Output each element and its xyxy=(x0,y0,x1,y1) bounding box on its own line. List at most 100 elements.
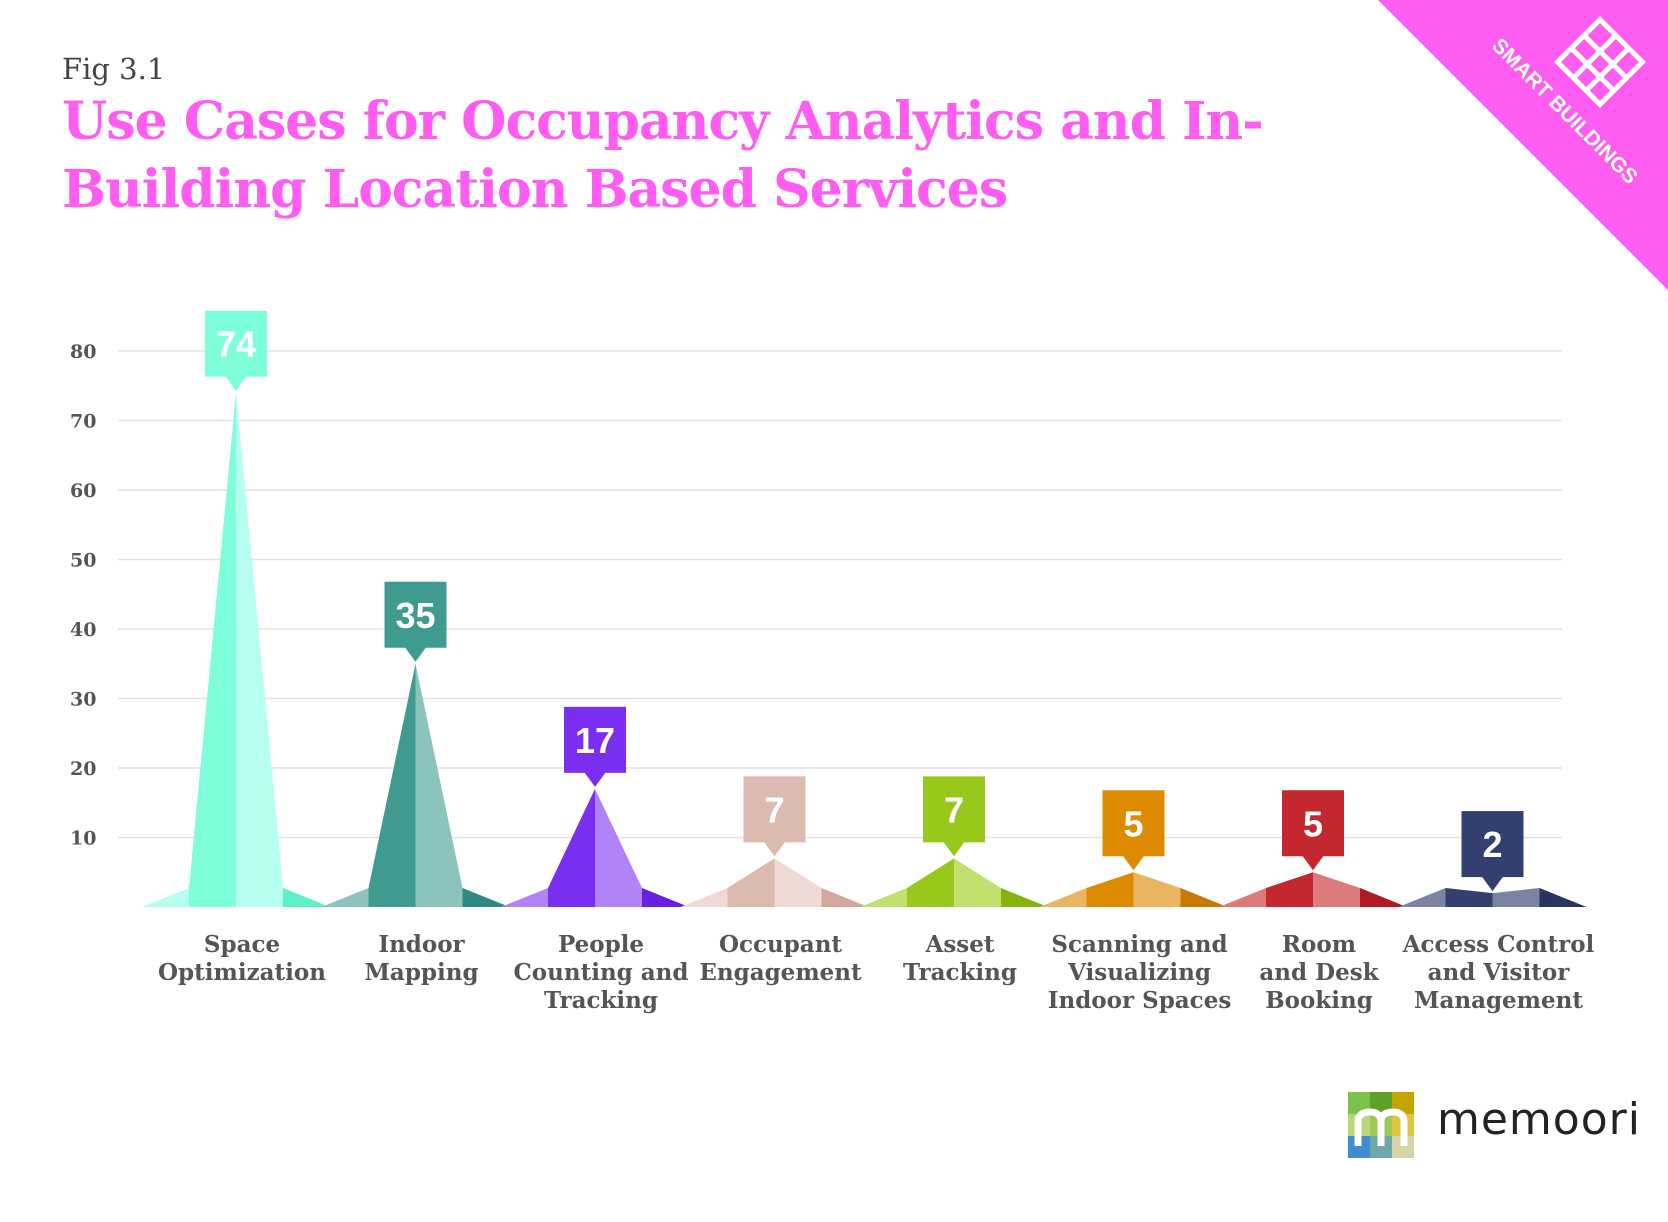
bar-right-face xyxy=(1492,888,1540,907)
bar-wing xyxy=(1360,888,1407,907)
category-label-line: and Visitor xyxy=(1428,959,1571,986)
bar-7: 5 xyxy=(1219,790,1407,907)
bar-wing xyxy=(1001,888,1048,907)
bar-4: 7 xyxy=(680,776,869,907)
figure-label: Fig 3.1 xyxy=(62,52,166,86)
bar-left-face xyxy=(1445,888,1493,907)
bar-wing xyxy=(283,888,330,907)
bar-6: 5 xyxy=(1039,790,1228,907)
category-label-line: Indoor xyxy=(378,931,465,958)
category-label-line: Tracking xyxy=(544,987,658,1014)
bar-left-face xyxy=(368,663,416,907)
bar-wing xyxy=(680,888,728,907)
y-tick-label: 20 xyxy=(70,758,96,780)
bar-wing xyxy=(1539,888,1587,907)
category-label-line: Mapping xyxy=(364,959,478,986)
value-callout xyxy=(564,706,626,773)
y-tick-label: 10 xyxy=(70,828,96,850)
bar-left-face xyxy=(189,392,236,907)
y-tick-label: 80 xyxy=(70,341,96,363)
bar-wing xyxy=(1180,888,1228,907)
category-label-line: Visualizing xyxy=(1067,959,1211,986)
bar-left-face xyxy=(548,788,595,907)
bar-wing xyxy=(642,888,689,907)
bar-wing xyxy=(1219,888,1266,907)
category-label-line: Engagement xyxy=(699,959,862,986)
y-tick-label: 40 xyxy=(70,619,96,641)
category-label-line: Booking xyxy=(1265,987,1373,1014)
bar-right-face xyxy=(236,392,283,907)
callout-pointer xyxy=(763,841,786,857)
memoori-m-icon xyxy=(1348,1092,1414,1158)
value-label: 7 xyxy=(944,789,964,830)
bar-left-face xyxy=(727,858,775,907)
bar-left-face xyxy=(907,858,954,907)
callout-pointer xyxy=(584,771,606,787)
bar-right-face xyxy=(415,663,463,907)
category-label-line: Counting and xyxy=(514,959,689,986)
value-label: 2 xyxy=(1482,824,1502,865)
bar-left-face xyxy=(1086,872,1134,907)
value-callout xyxy=(1102,790,1165,857)
callout-pointer xyxy=(225,375,247,391)
value-callout xyxy=(205,310,267,377)
bar-right-face xyxy=(774,858,822,907)
y-tick-label: 70 xyxy=(70,411,96,433)
category-label-line: Room xyxy=(1282,931,1356,958)
value-label: 5 xyxy=(1123,803,1143,844)
category-label-line: Access Control xyxy=(1402,931,1595,958)
memoori-logo-text: memoori xyxy=(1437,1094,1641,1145)
bar-wing xyxy=(501,888,548,907)
value-label: 5 xyxy=(1303,803,1323,844)
category-label-line: Scanning and xyxy=(1051,931,1227,958)
category-label-line: Tracking xyxy=(903,959,1017,986)
bar-wing xyxy=(860,888,907,907)
category-label-line: and Desk xyxy=(1259,959,1379,986)
building-grid-icon xyxy=(1554,16,1646,108)
y-tick-label: 30 xyxy=(70,689,96,711)
bar-right-face xyxy=(1133,872,1181,907)
callout-pointer xyxy=(943,841,965,857)
value-label: 35 xyxy=(395,595,435,636)
bar-8: 2 xyxy=(1398,811,1587,907)
bar-right-face xyxy=(954,858,1001,907)
bars: 74 35 17 7 7 5 5 2 xyxy=(142,310,1587,907)
category-label-line: Occupant xyxy=(719,931,842,958)
value-label: 74 xyxy=(216,324,256,365)
value-callout xyxy=(1282,790,1344,857)
bar-2: 35 xyxy=(321,581,510,907)
value-label: 7 xyxy=(764,789,784,830)
callout-pointer xyxy=(1302,855,1324,871)
bar-wing xyxy=(1398,888,1446,907)
category-label-line: Indoor Spaces xyxy=(1048,987,1232,1014)
category-label-line: Space xyxy=(204,931,280,958)
bar-wing xyxy=(142,888,189,907)
category-label-line: Management xyxy=(1414,987,1583,1014)
bar-wing xyxy=(321,888,369,907)
callout-pointer xyxy=(1122,855,1145,871)
category-label-line: Asset xyxy=(925,931,995,958)
bar-wing xyxy=(1039,888,1087,907)
callout-pointer xyxy=(404,646,427,662)
gridlines xyxy=(118,350,1562,839)
value-callout xyxy=(923,776,985,843)
bar-right-face xyxy=(1313,872,1360,907)
y-tick-label: 50 xyxy=(70,550,96,572)
bar-1: 74 xyxy=(142,310,330,907)
bar-right-face xyxy=(595,788,642,907)
smart-buildings-badge: SMART BUILDINGS xyxy=(1378,0,1668,290)
chart-title: Use Cases for Occupancy Analytics and In… xyxy=(62,91,1264,220)
category-label-line: People xyxy=(558,931,644,958)
bar-3: 17 xyxy=(501,706,689,907)
value-label: 17 xyxy=(575,720,615,761)
value-callout xyxy=(1461,811,1524,878)
